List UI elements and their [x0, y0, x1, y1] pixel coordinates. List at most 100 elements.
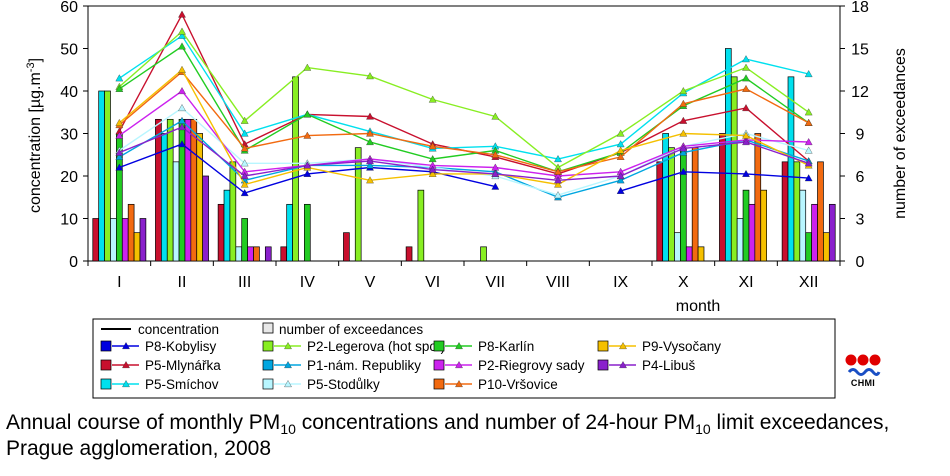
point-p8-kobylisy-xii: [804, 174, 813, 182]
point-p8-kobylisy-i: [115, 163, 124, 171]
legend-marker-p5-stodulky: [284, 380, 292, 388]
point-p4-libus-x: [679, 144, 688, 152]
point-p8-kobylisy-iii: [240, 189, 249, 197]
plot-frame: [87, 5, 841, 262]
bar-p5-smichov-iii: [223, 189, 231, 262]
point-p2-legerova-hot-spot-iii: [240, 116, 249, 124]
line-p2-riegrovy-sady: [118, 90, 809, 177]
caption-sub-2: 10: [695, 421, 711, 438]
legend-label-p8-kobylisy: P8-Kobylisy: [145, 339, 217, 354]
y-left-tick-label-20: 20: [60, 169, 78, 186]
point-p9-vysocany-viii: [554, 180, 562, 188]
point-p5-stodulky-iii: [240, 159, 249, 167]
legend-label-p9-vysocany: P9-Vysočany: [642, 339, 721, 354]
bar-p8-karlin-iv: [304, 203, 311, 262]
point-p9-vysocany-vi: [428, 169, 437, 177]
plot-area: [87, 5, 841, 262]
bar-p5-mlynarka-x: [656, 161, 664, 262]
point-p5-stodulky-xii: [804, 146, 813, 154]
y-left-tick-label-40: 40: [60, 84, 78, 101]
legend-bar-swatch-p4-libus: [597, 359, 609, 371]
x-tick-label-ii: II: [178, 274, 187, 291]
bar-p5-stodulky-xi: [736, 218, 744, 262]
legend-marker-p2-legerova-hot-spot: [284, 342, 292, 350]
point-p1-nam-republiky-x: [679, 148, 688, 156]
point-p5-smichov-xi: [742, 55, 750, 63]
y-left-tick-label-0: 0: [69, 254, 78, 271]
bar-p4-libus-i: [139, 218, 147, 262]
point-p10-vrsovice-xii: [804, 118, 813, 126]
chmi-logo-icon: [845, 354, 881, 376]
bar-p2-riegrovy-sady-ii: [184, 118, 192, 262]
bar-p5-smichov-xii: [787, 76, 795, 262]
point-p1-nam-republiky-i: [115, 152, 124, 160]
x-tick-label-v: V: [365, 274, 376, 291]
bar-p5-mlynarka-iii: [217, 203, 225, 262]
legend-label-p8-karlin: P8-Karlín: [478, 339, 534, 354]
legend-concentration-label: concentration: [138, 322, 219, 337]
legend-bar-swatch-p8-kobylisy: [100, 340, 112, 352]
bar-p5-stodulky-iii: [235, 246, 243, 262]
bar-p5-mlynarka-xi: [719, 133, 726, 262]
point-p4-libus-viii: [554, 176, 562, 184]
y-right-tick-label-0: 0: [856, 254, 865, 271]
point-p8-kobylisy-ix: [616, 186, 625, 194]
x-tick-label-vi: VI: [425, 274, 440, 291]
caption-part-2: concentrations and number of 24-hour PM: [295, 411, 696, 434]
point-p8-kobylisy-x: [679, 167, 688, 175]
point-p8-karlin-i: [115, 84, 124, 92]
bar-p2-riegrovy-sady-iii: [247, 246, 254, 262]
point-p5-stodulky-viii: [554, 191, 562, 199]
chmi-logo: CHMI: [843, 352, 883, 402]
point-p2-legerova-hot-spot-vi: [428, 95, 437, 103]
legend-label-p5-smichov: P5-Smíchov: [145, 377, 219, 392]
point-p4-libus-ix: [616, 172, 625, 180]
x-tick-label-iv: IV: [300, 274, 315, 291]
legend-bar-swatch-p5-smichov: [100, 378, 112, 390]
caption-sub-1: 10: [280, 421, 296, 438]
legend-marker-p5-mlynarka: [122, 361, 130, 369]
legend-label-p1-nam-republiky: P1-nám. Republiky: [307, 358, 421, 373]
bar-p8-karlin-x: [680, 147, 687, 262]
point-p2-riegrovy-sady-ii: [178, 87, 186, 95]
y-right-tick-label-18: 18: [851, 0, 869, 16]
point-p4-libus-iv: [303, 161, 312, 169]
legend-marker-p4-libus: [619, 361, 627, 369]
bar-p5-smichov-xi: [724, 48, 732, 262]
bar-p10-vrsovice-x: [691, 147, 699, 262]
bar-p4-libus-ii: [202, 175, 209, 262]
caption-part-1: Annual course of monthly PM: [6, 411, 281, 434]
point-p9-vysocany-ii: [178, 65, 186, 73]
point-p2-legerova-hot-spot-ix: [616, 129, 625, 137]
point-p5-mlynarka-x: [679, 116, 688, 124]
point-p5-stodulky-ii: [178, 104, 186, 112]
point-p4-libus-v: [366, 157, 374, 165]
caption-part-3: limit exceedances, Prague agglomeration,…: [6, 411, 890, 460]
y-right-tick-label-9: 9: [856, 127, 865, 144]
point-p2-riegrovy-sady-i: [115, 131, 124, 139]
y-right-tick-label-12: 12: [851, 84, 869, 101]
point-p9-vysocany-v: [366, 176, 374, 184]
bar-p2-legerova-hot-spot-i: [104, 90, 111, 262]
legend-bar-swatch-p5-stodulky: [262, 378, 274, 390]
bar-p8-karlin-xii: [805, 232, 812, 262]
legend-bar-swatch-p9-vysocany: [597, 340, 609, 352]
legend-exceedances-label: number of exceedances: [279, 322, 423, 337]
y-left-axis-title: concentration [µg.m-3]: [25, 58, 44, 213]
bar-p2-riegrovy-sady-i: [121, 218, 129, 262]
bar-p9-vysocany-i: [133, 232, 141, 262]
line-p4-libus: [119, 126, 809, 182]
x-tick-label-xi: XI: [738, 274, 753, 291]
bar-p8-karlin-xi: [742, 189, 750, 262]
y-right-tick-label-6: 6: [856, 169, 865, 186]
bar-p5-smichov-ii: [161, 133, 168, 262]
point-p1-nam-republiky-v: [366, 161, 374, 169]
point-p9-vysocany-i: [115, 118, 124, 126]
point-p2-legerova-hot-spot-xii: [804, 108, 813, 116]
point-p4-libus-xii: [804, 159, 813, 167]
bar-p5-mlynarka-i: [92, 218, 100, 262]
y-right-axis-title: number of exceedances: [892, 48, 909, 219]
point-p8-karlin-xi: [742, 74, 750, 82]
legend-exceedances-swatch: [262, 322, 274, 334]
